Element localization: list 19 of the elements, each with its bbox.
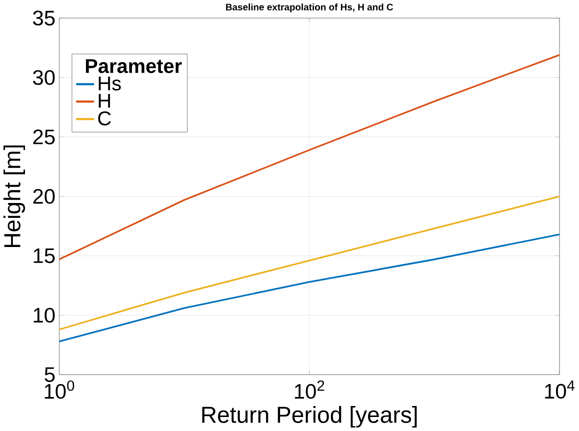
chart-title: Baseline extrapolation of Hs, H and C bbox=[226, 3, 394, 12]
legend-label: H bbox=[98, 94, 110, 108]
legend-label: C bbox=[98, 111, 111, 126]
x-axis-title: Return Period [years] bbox=[202, 406, 417, 428]
line-series bbox=[59, 196, 560, 330]
x-tick-label: 10$^{2}$ bbox=[294, 380, 324, 399]
line-series bbox=[59, 234, 560, 342]
line-series bbox=[59, 54, 560, 260]
x-tick-label: 10$^{4}$ bbox=[545, 380, 575, 399]
y-tick-label: 20 bbox=[33, 188, 55, 204]
y-tick-label: 5 bbox=[44, 367, 55, 382]
y-tick-label: 30 bbox=[33, 70, 55, 85]
y-axis-title: Height [m] bbox=[3, 145, 26, 248]
y-tick-label: 35 bbox=[33, 10, 55, 26]
y-tick-label: 15 bbox=[34, 248, 55, 264]
legend-label: Hs bbox=[98, 76, 121, 90]
legend-title: Parameter bbox=[86, 59, 182, 74]
y-tick-label: 25 bbox=[33, 130, 55, 144]
y-tick-label: 10 bbox=[34, 308, 55, 323]
